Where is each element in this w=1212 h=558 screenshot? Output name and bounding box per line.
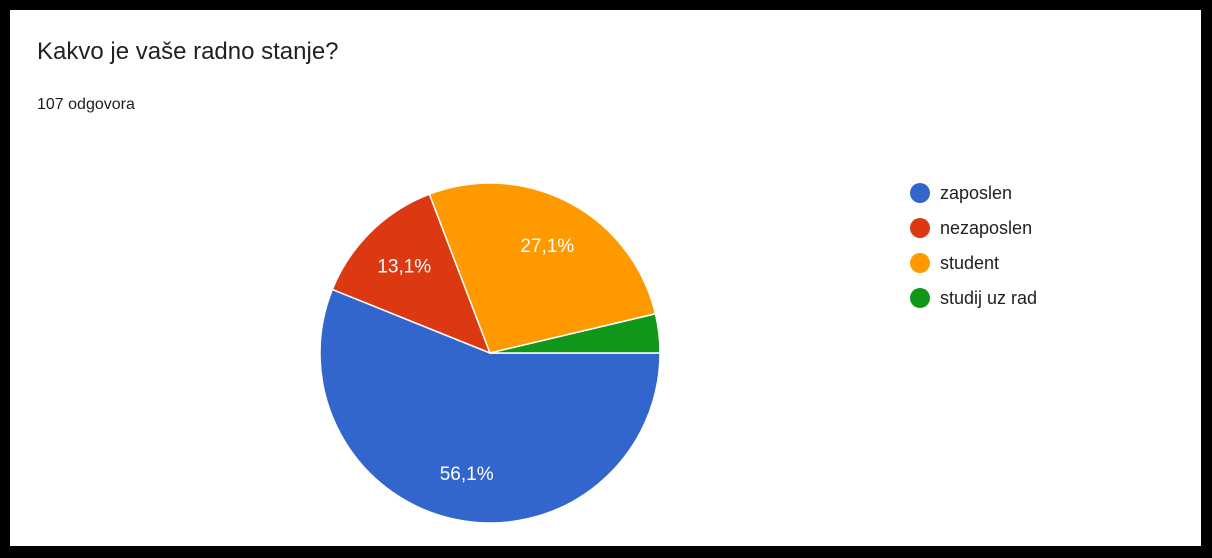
response-count: 107 odgovora [37, 96, 135, 113]
pie-slice-student[interactable] [428, 182, 657, 354]
pie-slice-zaposlen[interactable] [319, 288, 661, 524]
pie-slice-studij-uz-rad[interactable] [489, 312, 661, 354]
pie-chart: 56,1% 13,1% 27,1% zaposlen nezaposlen student… [319, 182, 1037, 524]
legend-swatch-nezaposlen [910, 218, 930, 238]
legend-label-zaposlen: zaposlen [940, 183, 1012, 203]
legend-item-nezaposlen[interactable]: nezaposlen [910, 218, 1032, 238]
slice-label-zaposlen: 56,1% [440, 464, 494, 485]
pie-slice-nezaposlen[interactable] [331, 193, 492, 355]
legend-item-zaposlen[interactable]: zaposlen [910, 183, 1012, 203]
legend-label-student: student [940, 253, 999, 273]
legend-swatch-zaposlen [910, 183, 930, 203]
legend-item-student[interactable]: student [910, 253, 999, 273]
legend-item-studij-uz-rad[interactable]: studij uz rad [910, 288, 1037, 308]
chart-card: Kakvo je vaše radno stanje? 107 odgovora… [10, 10, 1201, 546]
legend-swatch-studij-uz-rad [910, 288, 930, 308]
slice-label-student: 27,1% [520, 236, 574, 257]
legend-label-nezaposlen: nezaposlen [940, 218, 1032, 238]
legend-label-studij-uz-rad: studij uz rad [940, 288, 1037, 308]
slice-label-nezaposlen: 13,1% [377, 257, 431, 278]
chart-title: Kakvo je vaše radno stanje? [37, 38, 339, 65]
legend-swatch-student [910, 253, 930, 273]
